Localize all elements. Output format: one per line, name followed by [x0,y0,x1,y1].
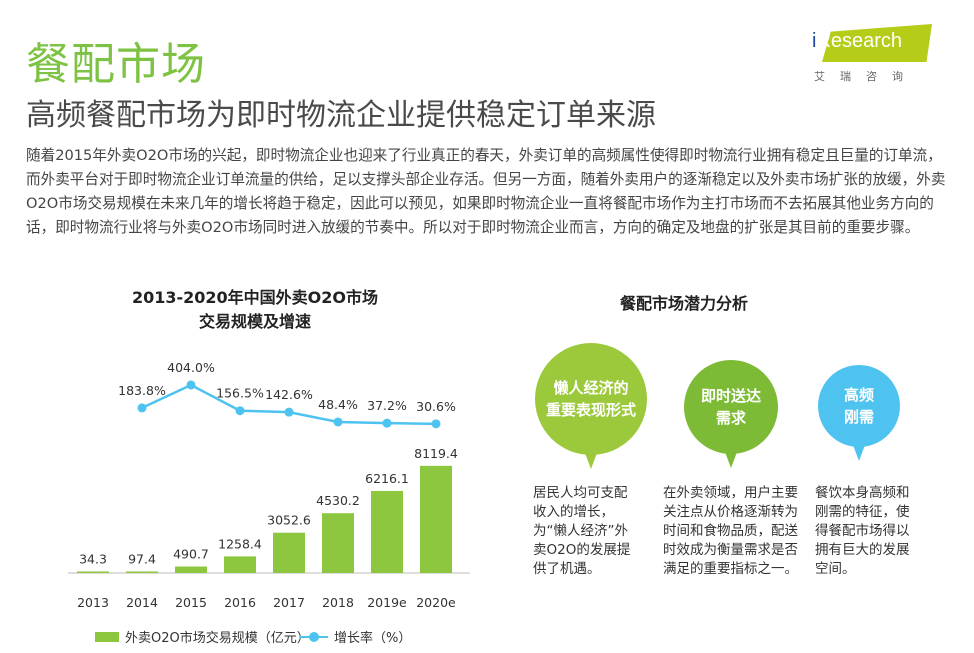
bar-label: 4530.2 [316,493,360,508]
bubble-text: 刚需 [843,408,874,426]
growth-label: 37.2% [367,398,407,413]
desc-high-frequency: 餐饮本身高频和刚需的特征，使得餐配市场得以拥有巨大的发展空间。 [815,485,910,577]
growth-point [284,407,294,417]
bar-label: 6216.1 [365,471,409,486]
bar [126,571,158,573]
bubble-lazy-economy: 懒人经济的重要表现形式 [535,343,647,469]
legend-item-bar: 外卖O2O市场交易规模（亿元） [95,627,310,646]
x-tick-label: 2014 [126,595,158,610]
growth-point [235,406,245,416]
body-paragraph: 随着2015年外卖O2O市场的兴起，即时物流企业也迎来了行业真正的春天，外卖订单… [26,147,946,236]
legend-bar-swatch [95,631,119,642]
bar-label: 490.7 [173,547,209,562]
bar [175,566,207,573]
bubble-text: 懒人经济的 [553,379,629,397]
x-tick-label: 2020e [416,595,456,610]
bubble-high-frequency: 高频 刚需 [818,365,900,461]
chart-title-line1: 2013-2020年中国外卖O2O市场 [131,288,379,307]
potential-title: 餐配市场潜力分析 [620,294,749,313]
bar-label: 1258.4 [218,536,262,551]
logo-cn: 艾瑞咨询 [814,70,918,83]
x-tick-label: 2013 [77,595,109,610]
bubble-text: 高频 [843,386,874,404]
chart-title: 2013-2020年中国外卖O2O市场 交易规模及增速 [90,286,420,334]
growth-label: 30.6% [416,399,456,414]
bubble-text: 即时送达 [700,387,761,405]
bar [322,513,354,573]
bar [273,532,305,573]
x-tick-label: 2016 [224,595,256,610]
growth-point [333,417,343,427]
page-title: 餐配市场 [26,39,206,90]
legend-item-line: 增长率（%） [300,627,411,646]
growth-label: 142.6% [265,387,313,402]
bar-line-chart: 34.3 2013 97.4 2014 490.7 2015 1258.4 2016 3052.… [68,360,470,610]
x-tick-label: 2018 [322,595,354,610]
growth-point [382,418,392,428]
growth-label: 183.8% [118,383,166,398]
growth-label: 156.5% [216,386,264,401]
bar [420,465,452,573]
bar-label: 3052.6 [267,513,311,528]
iresearch-logo: iResearch 艾瑞咨询 [812,22,942,92]
legend-line-label: 增长率（%） [334,631,412,646]
growth-point [137,403,147,413]
bar-label: 8119.4 [414,446,458,461]
bubble-text: 重要表现形式 [545,401,636,419]
growth-point [186,380,196,390]
growth-point [431,419,441,429]
bar [224,556,256,573]
page-subtitle: 高频餐配市场为即时物流企业提供稳定订单来源 [26,98,656,133]
chart-title-line2: 交易规模及增速 [198,312,311,331]
growth-label: 404.0% [167,360,215,375]
bubble-instant-delivery: 即时送达 需求 [684,360,778,468]
desc-lazy-economy: 居民人均可支配收入的增长，为“懒人经济”外卖O2O的发展提供了机遇。 [533,485,631,577]
bar [371,490,403,573]
bubble-text: 需求 [715,409,746,427]
growth-label: 48.4% [318,397,358,412]
bar [77,571,109,573]
bar-label: 34.3 [79,552,107,567]
desc-instant-delivery: 在外卖领域，用户主要关注点从价格逐渐转为时间和食物品质，配送时效成为衡量需求是否… [663,485,798,577]
legend-bar-label: 外卖O2O市场交易规模（亿元） [125,631,310,646]
bar-label: 97.4 [128,552,156,567]
legend-line-swatch [300,631,328,642]
x-tick-label: 2019e [367,595,407,610]
x-tick-label: 2017 [273,595,305,610]
x-tick-label: 2015 [175,595,207,610]
